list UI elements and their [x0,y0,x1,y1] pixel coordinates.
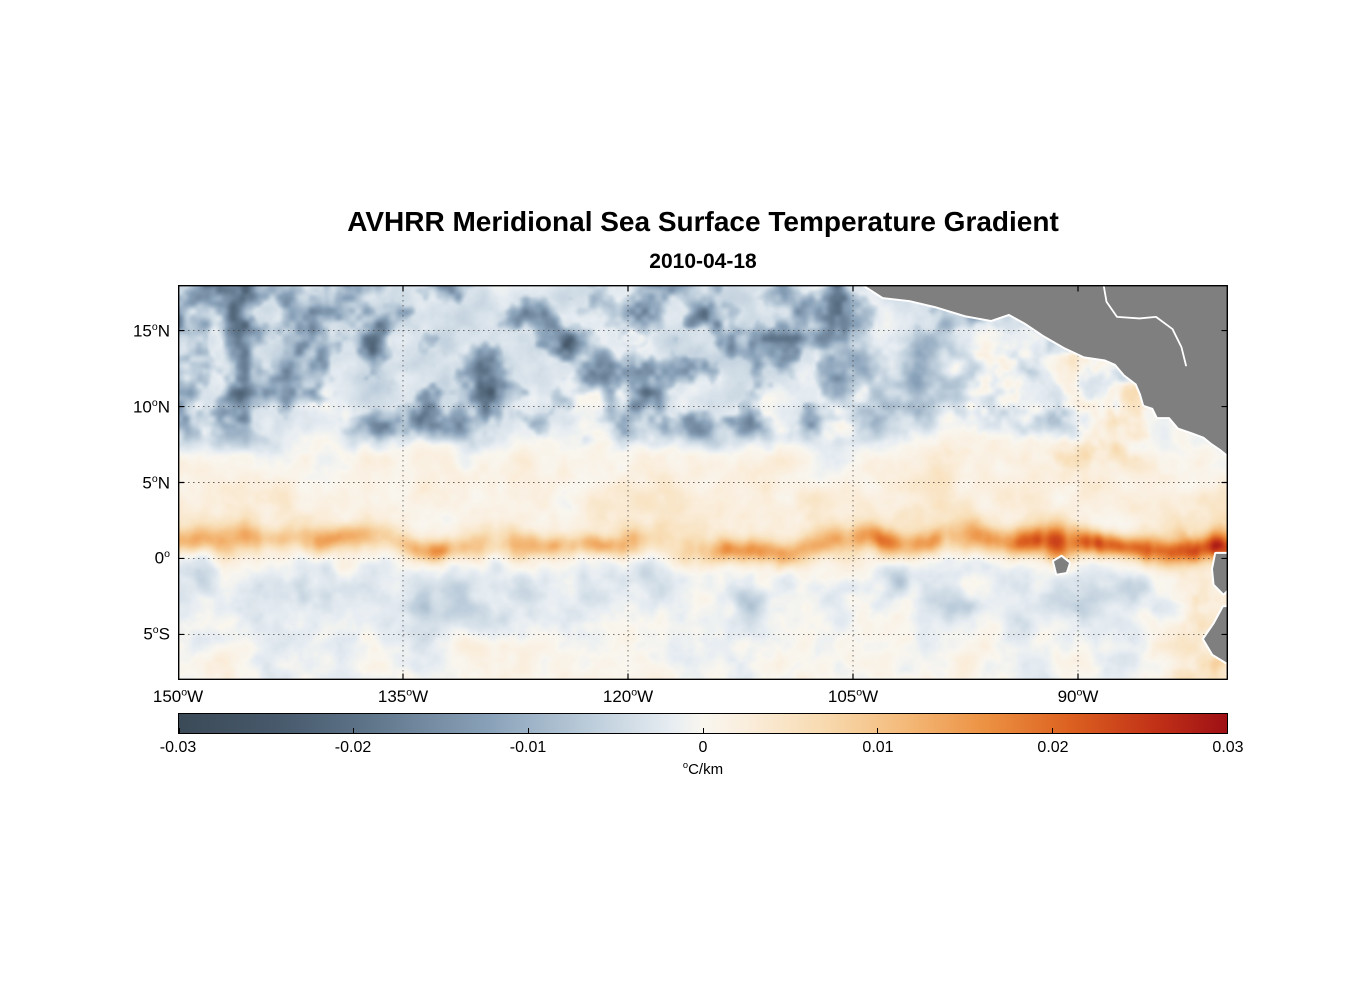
colorbar-tick-label: -0.02 [334,739,372,756]
colorbar-gradient [178,713,1228,734]
x-tick-label: 120oW [602,686,654,706]
colorbar-tick [527,728,529,733]
x-tick-label: 135oW [377,686,429,706]
x-tick-label: 150oW [152,686,204,706]
colorbar-tick-label: 0.01 [862,739,894,756]
colorbar-tick-label: 0 [698,739,708,756]
chart-date: 2010-04-18 [649,250,757,273]
chart-title: AVHRR Meridional Sea Surface Temperature… [347,206,1059,237]
colorbar-tick [702,728,704,733]
colorbar-tick [178,728,180,733]
colorbar-tick-label: 0.03 [1212,739,1244,756]
y-tick-label: 5oN [142,472,170,492]
colorbar-tick-label: -0.01 [509,739,547,756]
colorbar-tick [1226,728,1228,733]
colorbar-tick [1051,728,1053,733]
colorbar-tick-label: 0.02 [1037,739,1069,756]
colorbar-unit-label: oC/km [178,760,1228,779]
colorbar-tick [877,728,879,733]
y-tick-label: 0o [154,548,170,568]
y-tick-label: 10oN [132,396,170,417]
x-tick-label: 90oW [1057,686,1099,706]
degree-symbol: o [682,760,689,770]
y-tick-label: 15oN [132,320,170,341]
map-plot-area [178,285,1228,680]
unit-text: C/km [688,761,724,778]
y-tick-label: 5oS [143,624,170,644]
x-tick-label: 105oW [827,686,879,706]
colorbar-tick [353,728,355,733]
sst-gradient-heatmap [178,285,1228,680]
colorbar-tick-label: -0.03 [159,739,197,756]
